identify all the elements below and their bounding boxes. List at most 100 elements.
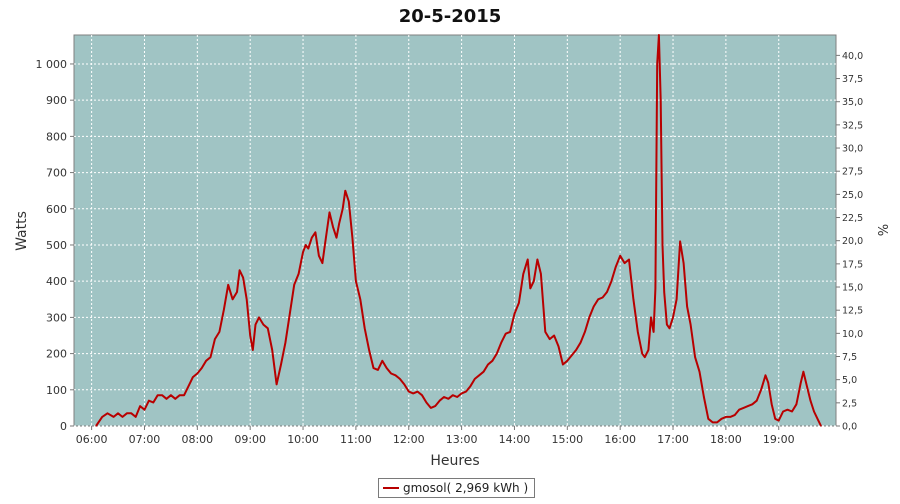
data-point — [491, 360, 493, 362]
data-point — [566, 360, 568, 362]
data-point — [403, 383, 405, 385]
y-tick-label: 0 — [60, 420, 67, 433]
data-point — [725, 416, 727, 418]
data-point — [430, 407, 432, 409]
data-point — [179, 394, 181, 396]
plot-area — [73, 34, 837, 427]
data-point — [540, 273, 542, 275]
data-point — [544, 331, 546, 333]
data-point — [465, 391, 467, 393]
data-point — [359, 298, 361, 300]
data-point — [619, 255, 621, 257]
x-tick-label: 14:00 — [499, 433, 531, 446]
data-point — [456, 396, 458, 398]
data-point — [321, 262, 323, 264]
data-point — [747, 405, 749, 407]
y-tick-label: 1 000 — [36, 58, 68, 71]
data-point — [653, 331, 655, 333]
y2-tick-label: 25,0 — [842, 190, 863, 201]
data-point — [381, 360, 383, 362]
x-tick-label: 12:00 — [393, 433, 425, 446]
legend-label: gmosol( 2,969 kWh ) — [403, 481, 529, 495]
data-point — [654, 287, 657, 289]
data-point — [778, 420, 780, 422]
data-point — [597, 298, 599, 300]
data-point — [338, 222, 340, 224]
data-point — [707, 418, 709, 420]
data-point — [782, 410, 784, 413]
data-point — [641, 353, 643, 355]
data-point — [348, 200, 350, 203]
data-point — [106, 412, 109, 414]
data-point — [800, 382, 802, 384]
data-point — [232, 298, 234, 300]
x-tick-label: 13:00 — [446, 433, 478, 446]
y-tick-label: 400 — [46, 275, 67, 288]
data-point — [809, 400, 812, 402]
x-axis-label: Heures — [430, 453, 479, 469]
data-point — [236, 291, 238, 293]
data-point — [368, 349, 370, 351]
x-tick-label: 07:00 — [129, 433, 161, 446]
data-point — [305, 244, 307, 246]
data-point — [553, 334, 555, 337]
data-point — [562, 363, 564, 366]
data-point — [513, 313, 516, 315]
data-point — [425, 401, 427, 404]
data-point — [201, 367, 203, 369]
data-point — [522, 273, 524, 275]
y-axis-label: Watts — [14, 211, 30, 251]
data-point — [720, 418, 723, 420]
data-point — [820, 425, 822, 427]
data-point — [650, 316, 652, 318]
y-tick-label: 300 — [46, 311, 67, 324]
y2-tick-label: 17,5 — [842, 259, 863, 270]
y2-tick-label: 15,0 — [842, 283, 863, 294]
data-point — [342, 208, 344, 210]
data-point — [602, 296, 604, 299]
y-tick-label: 500 — [46, 239, 67, 252]
legend: gmosol( 2,969 kWh ) — [378, 478, 536, 498]
data-point — [170, 394, 172, 396]
data-point — [505, 333, 507, 335]
data-point — [806, 385, 808, 387]
data-point — [647, 349, 650, 351]
data-point — [205, 360, 207, 362]
data-point — [246, 298, 248, 300]
y-tick-label: 200 — [46, 348, 67, 361]
data-point — [615, 266, 617, 268]
data-point — [101, 416, 103, 418]
data-point — [474, 378, 476, 380]
data-point — [218, 331, 220, 333]
y-tick-label: 600 — [46, 203, 67, 216]
data-point — [183, 394, 185, 396]
y2-tick-label: 20,0 — [842, 236, 863, 247]
data-point — [117, 412, 119, 414]
data-point — [377, 369, 379, 371]
y2-tick-label: 22,5 — [842, 213, 863, 224]
data-point — [786, 409, 789, 411]
legend-swatch — [383, 487, 399, 489]
data-point — [683, 262, 685, 264]
data-point — [209, 356, 212, 358]
x-tick-label: 15:00 — [551, 433, 583, 446]
data-point — [417, 391, 419, 393]
data-point — [126, 412, 128, 414]
data-point — [666, 324, 668, 326]
y-axis-left: 0 100 200 300 400 500 600 700 800 900 1 000 — [36, 58, 74, 433]
data-point — [318, 255, 320, 257]
data-point — [816, 418, 819, 420]
data-point — [328, 211, 331, 213]
data-point — [152, 401, 154, 404]
y-tick-label: 100 — [46, 384, 67, 397]
y2-tick-label: 2,5 — [842, 398, 857, 409]
data-point — [262, 324, 264, 326]
data-point — [679, 240, 681, 242]
y-axis-right: 0,0 2,5 5,0 7,5 10,0 12,5 15,0 17,5 20,0 22,5 25,0… — [836, 51, 863, 433]
y2-tick-label: 32,5 — [842, 120, 863, 131]
data-point — [795, 403, 798, 405]
data-point — [139, 405, 141, 407]
data-point — [452, 394, 454, 396]
